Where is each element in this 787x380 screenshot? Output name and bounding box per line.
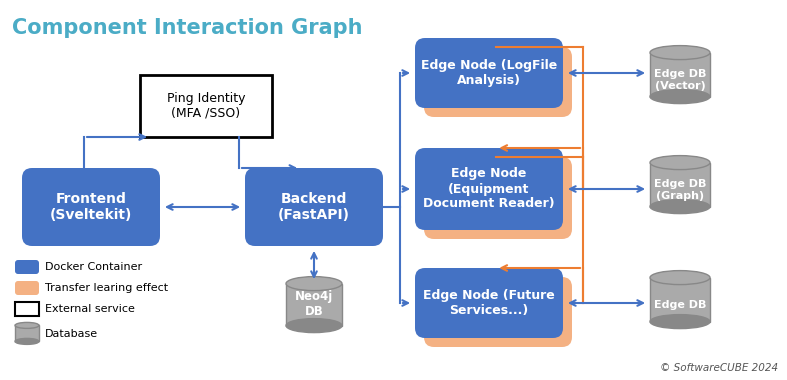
Text: Docker Container: Docker Container (45, 262, 142, 272)
Text: External service: External service (45, 304, 135, 314)
Ellipse shape (650, 315, 710, 329)
Text: © SoftwareCUBE 2024: © SoftwareCUBE 2024 (660, 363, 778, 373)
Ellipse shape (15, 322, 39, 328)
Ellipse shape (650, 90, 710, 104)
Text: Database: Database (45, 329, 98, 339)
Bar (140, 75, 272, 137)
Bar (650, 52, 710, 97)
Ellipse shape (286, 318, 342, 332)
Bar (15, 325, 39, 341)
FancyBboxPatch shape (424, 277, 572, 347)
FancyBboxPatch shape (415, 268, 563, 338)
Ellipse shape (650, 155, 710, 169)
FancyBboxPatch shape (245, 168, 383, 246)
Text: Edge DB
(Graph): Edge DB (Graph) (654, 179, 706, 201)
Bar (650, 278, 710, 321)
Text: Transfer learing effect: Transfer learing effect (45, 283, 168, 293)
FancyBboxPatch shape (424, 47, 572, 117)
Text: Ping Identity
(MFA /SSO): Ping Identity (MFA /SSO) (167, 92, 246, 120)
Text: Neo4j
DB: Neo4j DB (295, 290, 333, 318)
Ellipse shape (650, 271, 710, 285)
Text: Edge DB
(Vector): Edge DB (Vector) (654, 69, 706, 91)
FancyBboxPatch shape (15, 260, 39, 274)
Ellipse shape (650, 46, 710, 60)
Ellipse shape (650, 200, 710, 214)
Text: Edge Node
(Equipment
Document Reader): Edge Node (Equipment Document Reader) (423, 168, 555, 211)
Text: Backend
(FastAPI): Backend (FastAPI) (278, 192, 350, 222)
Text: Edge Node (Future
Services...): Edge Node (Future Services...) (423, 289, 555, 317)
Bar (650, 163, 710, 207)
FancyBboxPatch shape (415, 148, 563, 230)
Text: Edge Node (LogFile
Analysis): Edge Node (LogFile Analysis) (421, 59, 557, 87)
FancyBboxPatch shape (415, 38, 563, 108)
FancyBboxPatch shape (15, 281, 39, 295)
Text: Frontend
(Sveltekit): Frontend (Sveltekit) (50, 192, 132, 222)
Text: Edge DB: Edge DB (654, 300, 706, 310)
Bar (286, 283, 342, 326)
FancyBboxPatch shape (424, 157, 572, 239)
Ellipse shape (286, 277, 342, 291)
Ellipse shape (15, 339, 39, 344)
Text: Component Interaction Graph: Component Interaction Graph (12, 18, 363, 38)
FancyBboxPatch shape (22, 168, 160, 246)
Bar (15, 302, 39, 316)
